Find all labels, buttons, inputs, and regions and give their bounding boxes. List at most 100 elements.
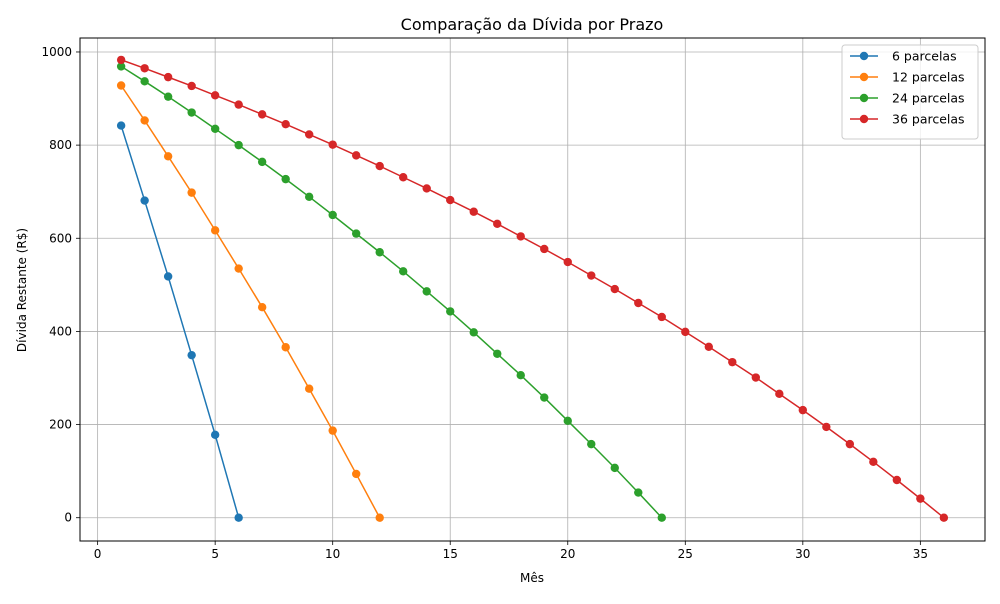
data-point (775, 389, 784, 399)
data-point (234, 264, 243, 273)
data-point (257, 110, 267, 119)
y-tick-label: 800 (49, 138, 72, 152)
data-point (751, 373, 761, 382)
data-point (540, 244, 549, 254)
legend-marker (859, 114, 869, 124)
data-point (399, 267, 408, 276)
data-point (328, 426, 337, 435)
x-tick-label: 35 (913, 547, 928, 561)
data-point (210, 226, 220, 235)
x-tick-label: 5 (211, 547, 219, 561)
data-point (352, 229, 361, 238)
data-point (210, 430, 220, 440)
data-point (187, 350, 196, 360)
data-point (281, 119, 290, 129)
data-point (610, 284, 619, 294)
x-tick-label: 25 (678, 547, 693, 561)
series-line (120, 125, 240, 518)
legend-marker (859, 51, 869, 61)
data-point (634, 488, 643, 497)
data-point (540, 393, 549, 402)
data-point (304, 384, 314, 393)
data-point (187, 188, 196, 197)
data-point (328, 140, 337, 149)
data-point (210, 91, 220, 100)
data-point (163, 272, 173, 281)
data-point (116, 55, 126, 65)
data-point (116, 121, 126, 130)
chart-title: Comparação da Dívida por Prazo (401, 15, 664, 34)
data-point (399, 173, 408, 182)
x-axis-label: Mês (520, 571, 544, 585)
data-point (657, 513, 666, 522)
series-1 (116, 121, 243, 522)
series-4 (116, 55, 949, 522)
data-point (704, 342, 713, 351)
legend-label: 12 parcelas (892, 70, 965, 85)
data-point (234, 140, 243, 150)
data-point (939, 513, 949, 522)
legend-item: 36 parcelas (850, 112, 965, 127)
x-tick-label: 0 (94, 547, 102, 561)
data-point (610, 463, 619, 473)
data-point (516, 232, 525, 241)
data-point (634, 298, 643, 308)
data-point (257, 302, 267, 312)
data-point (587, 271, 596, 280)
data-point (516, 370, 525, 380)
series-2 (116, 81, 384, 522)
data-point (234, 513, 243, 522)
data-point (493, 219, 502, 229)
data-point (469, 207, 478, 216)
data-point (493, 349, 502, 358)
data-point (116, 62, 126, 71)
x-axis: 0 5 10 15 20 25 30 35 (94, 541, 928, 561)
data-point (140, 64, 149, 73)
data-point (304, 192, 314, 202)
data-point (163, 152, 173, 161)
data-point (257, 157, 267, 167)
data-point (375, 513, 384, 522)
y-tick-label: 1000 (41, 45, 72, 59)
series-line (120, 65, 663, 519)
data-point (140, 116, 149, 125)
legend-marker (859, 93, 869, 103)
series-line (120, 85, 381, 519)
legend-item: 24 parcelas (850, 91, 965, 106)
x-tick-label: 10 (325, 547, 340, 561)
data-point (798, 405, 808, 415)
legend-label: 6 parcelas (892, 49, 957, 64)
legend-item: 12 parcelas (850, 70, 965, 85)
data-point (140, 196, 149, 205)
y-tick-label: 0 (64, 511, 72, 525)
data-point (187, 81, 196, 91)
y-axis: 0 200 400 600 800 1000 (41, 45, 80, 525)
data-point (375, 161, 384, 171)
data-point (304, 130, 314, 139)
legend-item: 6 parcelas (850, 49, 957, 64)
data-point (446, 195, 455, 205)
data-point (234, 100, 243, 109)
y-tick-label: 200 (49, 418, 72, 432)
data-point (163, 72, 173, 82)
data-point (422, 287, 431, 296)
data-point (563, 257, 572, 267)
data-point (422, 184, 431, 193)
data-point (657, 312, 666, 322)
series-line (120, 59, 945, 519)
data-point (469, 328, 478, 337)
data-point (681, 327, 690, 337)
data-point (916, 494, 925, 503)
data-point (446, 307, 455, 316)
data-point (563, 416, 572, 426)
data-point (375, 248, 384, 257)
data-point (281, 343, 290, 352)
data-point (116, 81, 126, 90)
x-tick-label: 30 (795, 547, 810, 561)
plot-frame (79, 37, 986, 542)
data-point (140, 77, 149, 86)
y-axis-label: Dívida Restante (R$) (15, 228, 29, 352)
data-point (728, 357, 737, 367)
x-tick-label: 15 (443, 547, 458, 561)
